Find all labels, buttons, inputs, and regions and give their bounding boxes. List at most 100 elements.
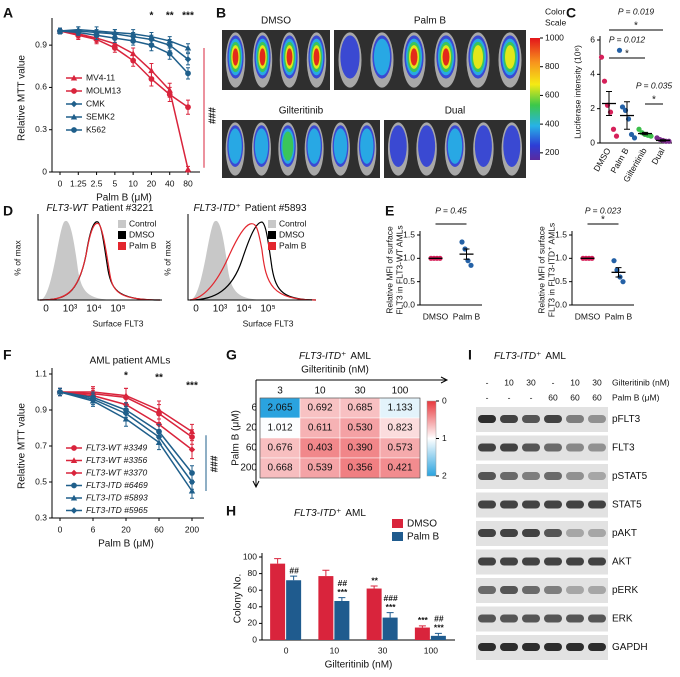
title-gene: FLT3-ITD⁺ <box>494 351 541 362</box>
histogram-palm-b <box>39 222 161 301</box>
x-tick-label: 30 <box>378 645 388 655</box>
colorbar <box>530 38 540 160</box>
y-axis-label: Palm B (μM) <box>231 410 242 466</box>
cell-label: 0.685 <box>347 403 372 414</box>
y-tick-label: 6 <box>590 34 595 44</box>
series-line <box>59 28 189 49</box>
point <box>598 54 605 60</box>
point <box>666 138 672 144</box>
blot-band <box>522 415 540 423</box>
blot-band <box>544 415 562 423</box>
colorbar <box>426 400 437 477</box>
point <box>75 29 82 36</box>
cell-label: 0.823 <box>387 423 412 434</box>
panel-letter: I <box>468 347 472 363</box>
blot-band <box>588 472 606 480</box>
point <box>111 45 118 51</box>
point <box>148 42 155 49</box>
x-tick-label: 0 <box>58 524 63 534</box>
point <box>111 35 118 41</box>
colorbar-tick-label: 2 <box>442 470 447 480</box>
treatment-label: Gilteritinib (nM) <box>612 377 670 387</box>
x-tick-label: 0 <box>193 304 199 315</box>
point <box>184 44 192 51</box>
x-axis-label: Surface FLT3 <box>243 318 294 328</box>
x-tick-label: 40 <box>165 178 175 188</box>
blot-strip <box>476 407 608 432</box>
legend-swatch <box>118 242 126 250</box>
point <box>166 37 173 44</box>
legend-swatch <box>268 220 276 228</box>
blot-band <box>478 643 496 651</box>
bar <box>286 580 302 640</box>
error-bar <box>660 139 666 142</box>
axes <box>51 18 200 173</box>
chart-title: FLT3-ITD⁺ AML <box>294 508 366 519</box>
x-tick-label: 200 <box>185 524 199 534</box>
title-gene: FLT3-ITD⁺ <box>299 351 346 362</box>
lane-label: - <box>486 392 489 402</box>
error-bar <box>606 91 612 117</box>
x-axis-label: Surface FLT3 <box>93 318 144 328</box>
point <box>601 78 608 84</box>
error-bar <box>624 101 630 130</box>
point <box>616 47 623 53</box>
column-label: 10 <box>314 386 326 397</box>
x-tick-label: 100 <box>424 645 438 655</box>
lane-label: 10 <box>504 377 514 387</box>
point <box>129 30 137 37</box>
blot-strip <box>476 521 608 546</box>
x-tick-label: 10 <box>330 645 340 655</box>
y-axis-label: Relative MTT value <box>17 55 28 141</box>
x-tick-label: Palm B <box>453 311 481 321</box>
lane-label: 60 <box>548 392 558 402</box>
point <box>631 135 638 141</box>
y-tick-label: 1.0 <box>403 253 415 263</box>
annotation: ** <box>155 373 163 384</box>
protein-label: STAT5 <box>612 500 642 511</box>
legend-swatch <box>268 242 276 250</box>
row-label: 60 <box>246 443 258 454</box>
y-tick-label: 0.3 <box>35 124 47 134</box>
y-axis-label: FLT3 in FLT3-ITD⁺ AMLs <box>546 223 556 317</box>
annotation: * <box>149 11 153 22</box>
colorbar-title: Scale <box>545 17 567 27</box>
x-tick-label: 10 <box>128 178 138 188</box>
x-axis-label: Gilteritinib (nM) <box>301 365 369 376</box>
blot-band <box>588 614 606 623</box>
x-axis-label: Palm B (μM) <box>96 193 152 204</box>
cell-label: 0.611 <box>308 423 333 434</box>
point <box>619 104 626 110</box>
annotation: ### <box>207 456 218 473</box>
colorbar-tick-label: 1 <box>442 433 447 443</box>
title-text: Patient #3221 <box>92 203 154 214</box>
lane-label: 10 <box>570 377 580 387</box>
blot-band <box>522 500 540 509</box>
cell-label: 0.403 <box>307 443 332 454</box>
axes <box>571 231 634 306</box>
column-label: 30 <box>354 386 366 397</box>
title-gene: FLT3-ITD⁺ <box>294 508 341 519</box>
y-axis-label: FLT3 in FLT3-WT AMLs <box>394 225 404 314</box>
point <box>185 104 191 111</box>
signal <box>410 48 418 66</box>
blot-strip <box>476 635 608 660</box>
blot-strip <box>476 435 608 461</box>
y-tick-label: 0.0 <box>403 299 415 309</box>
y-tick-label: 0.9 <box>35 39 47 49</box>
significance: * <box>634 21 638 32</box>
blot-band <box>500 529 518 537</box>
legend-label: SEMK2 <box>86 111 115 121</box>
lane-label: - <box>552 377 555 387</box>
legend-label: Control <box>129 218 157 228</box>
series-line <box>59 30 189 108</box>
legend-marker <box>70 494 78 501</box>
panel-letter: C <box>566 5 576 21</box>
y-tick-label: 40 <box>248 601 258 611</box>
y-tick-label: 0.3 <box>35 512 47 522</box>
panel-letter: D <box>3 203 13 219</box>
blot-band <box>500 472 518 480</box>
signal <box>474 125 492 167</box>
legend-label: Palm B <box>407 532 440 543</box>
cell-label: 0.692 <box>307 403 332 414</box>
